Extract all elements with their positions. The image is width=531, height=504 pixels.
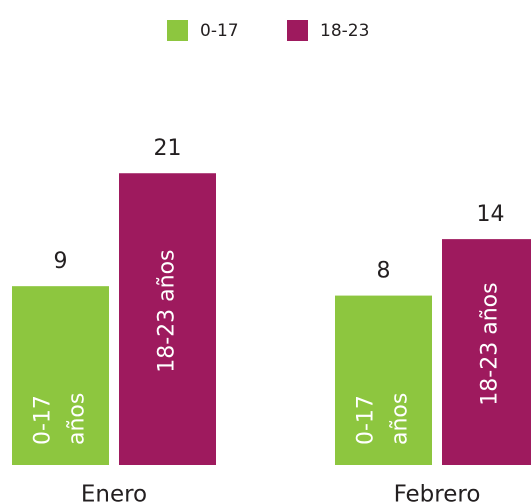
bar-inner-label: años [65,393,90,445]
bar-inner-label: 18-23 años [155,249,180,372]
legend-label: 0-17 [200,21,239,41]
x-tick-label: Enero [81,482,147,504]
bar-inner-label: 18-23 años [478,282,503,405]
bar-inner-label: 0-17 [31,395,56,445]
x-tick-label: Febrero [394,482,481,504]
legend-swatch [167,20,188,41]
bar [12,286,109,465]
value-label: 14 [477,202,505,227]
bar [335,295,432,465]
value-label: 8 [377,259,391,284]
value-label: 21 [154,136,182,161]
legend-label: 18-23 [320,21,369,41]
bar [119,173,216,465]
legend-swatch [287,20,308,41]
bar-inner-label: 0-17 [354,395,379,445]
value-label: 9 [54,249,68,274]
bar-inner-label: años [388,393,413,445]
bar [442,239,531,465]
